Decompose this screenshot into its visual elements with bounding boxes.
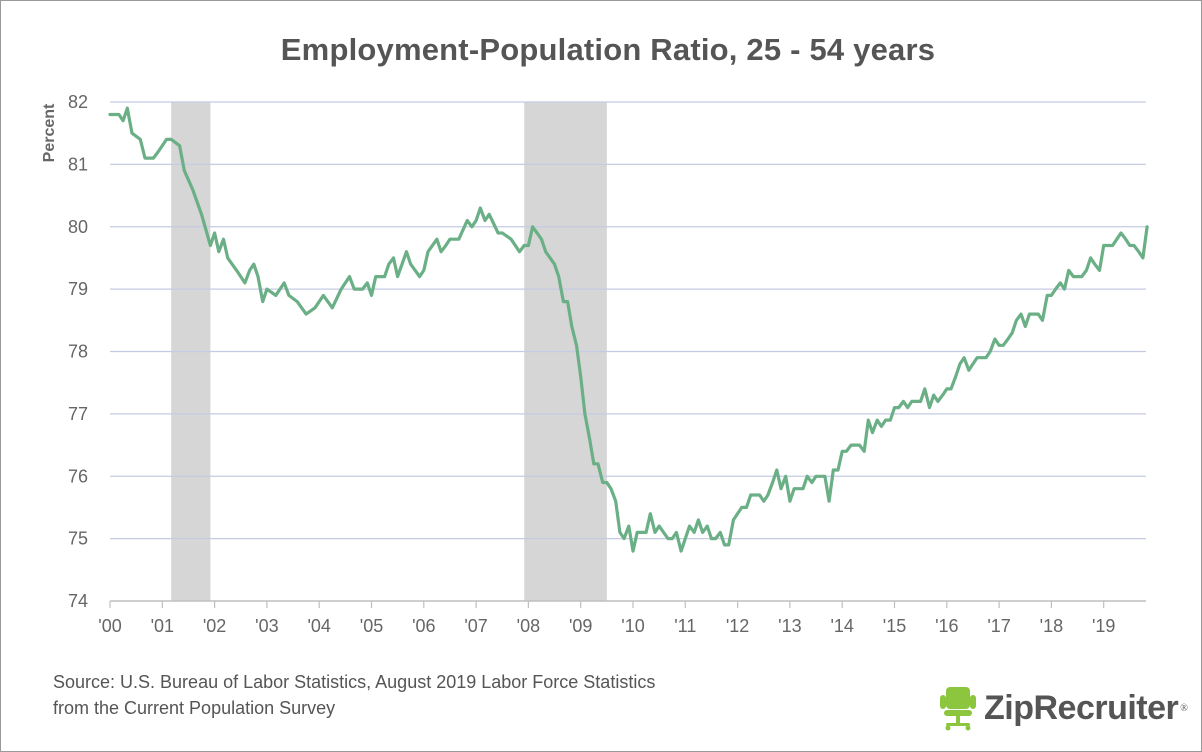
y-tick-label: 75: [68, 529, 88, 549]
x-tick-label: '01: [151, 616, 174, 636]
y-tick-label: 80: [68, 217, 88, 237]
logo-registered-mark: ®: [1180, 702, 1188, 714]
x-tick-label: '07: [464, 616, 487, 636]
x-tick-label: '12: [726, 616, 749, 636]
y-tick-label: 82: [68, 92, 88, 112]
x-tick-label: '10: [621, 616, 644, 636]
chair-icon: [940, 687, 976, 731]
y-tick-label: 77: [68, 404, 88, 424]
y-tick-label: 74: [68, 591, 88, 611]
x-tick-label: '09: [569, 616, 592, 636]
x-tick-label: '03: [255, 616, 278, 636]
y-tick-label: 78: [68, 342, 88, 362]
x-tick-label: '11: [674, 616, 696, 636]
x-tick-label: '08: [517, 616, 540, 636]
x-tick-label: '06: [412, 616, 435, 636]
series-line: [108, 106, 1149, 553]
x-tick-label: '04: [307, 616, 330, 636]
x-tick-label: '16: [935, 616, 958, 636]
x-tick-label: '13: [778, 616, 801, 636]
x-tick-label: '15: [883, 616, 906, 636]
y-axis-label: Percent: [41, 103, 58, 162]
y-tick-label: 79: [68, 279, 88, 299]
logo-text: ZipRecruiter: [984, 688, 1179, 727]
y-tick-label: 76: [68, 466, 88, 486]
x-tick-label: '00: [98, 616, 121, 636]
x-tick-label: '18: [1040, 616, 1063, 636]
x-tick-label: '17: [987, 616, 1010, 636]
x-tick-label: '14: [830, 616, 853, 636]
x-tick-label: '19: [1092, 616, 1115, 636]
ziprecruiter-logo: ZipRecruiter ®: [938, 680, 1188, 736]
source-note: Source: U.S. Bureau of Labor Statistics,…: [53, 669, 813, 721]
source-line-1: Source: U.S. Bureau of Labor Statistics,…: [53, 672, 656, 692]
source-line-2: from the Current Population Survey: [53, 698, 336, 718]
x-tick-label: '02: [203, 616, 226, 636]
x-tick-label: '05: [360, 616, 383, 636]
chart-title: Employment-Population Ratio, 25 - 54 yea…: [280, 32, 936, 67]
y-tick-label: 81: [68, 154, 88, 174]
